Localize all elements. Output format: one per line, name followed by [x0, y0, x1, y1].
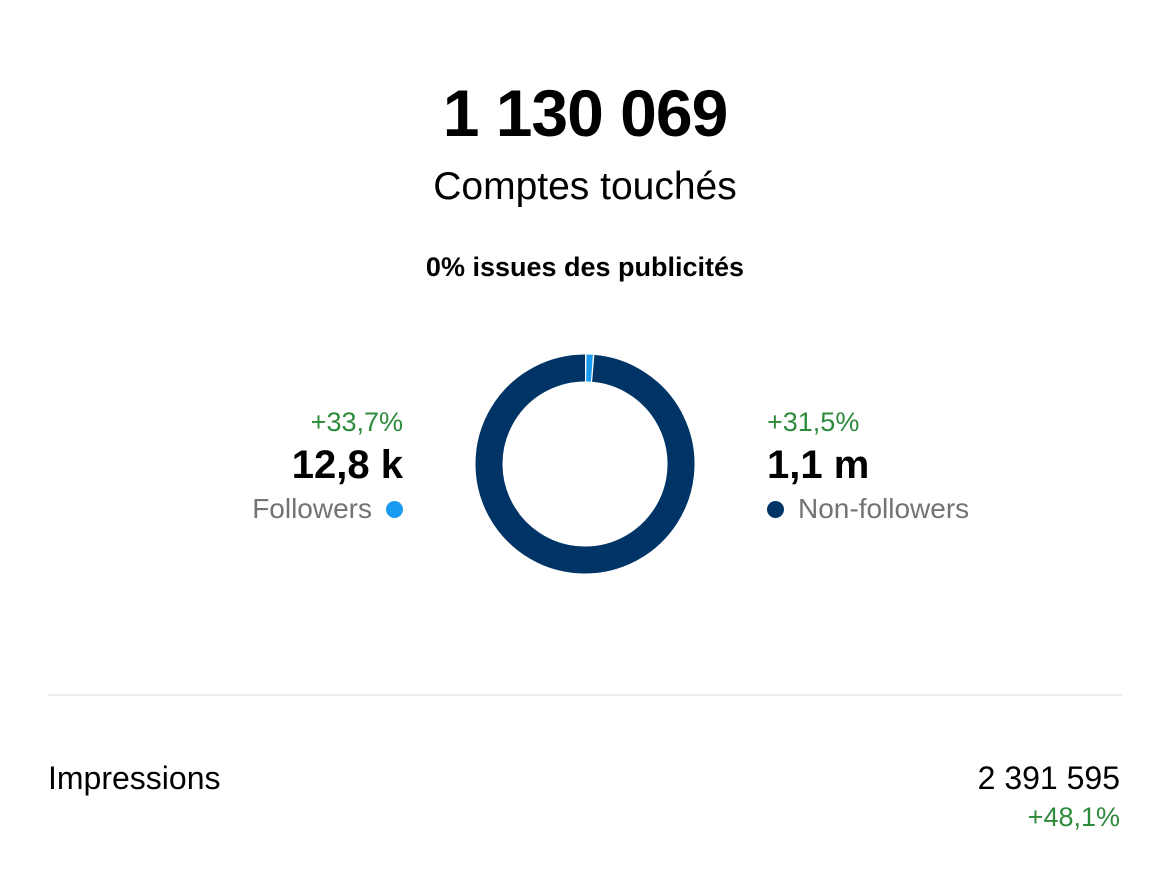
followers-legend-dot — [386, 500, 403, 518]
followers-stat: +33,7% 12,8 k Followers — [252, 404, 403, 528]
impressions-label: Impressions — [48, 760, 221, 796]
reach-donut-chart — [475, 354, 695, 574]
non-followers-legend: Non-followers — [767, 490, 969, 528]
accounts-reached-total: 1 130 069 — [442, 76, 729, 150]
followers-delta: +33,7% — [310, 407, 403, 437]
non-followers-legend-label: Non-followers — [798, 493, 970, 524]
impressions-delta: +48,1% — [1027, 802, 1120, 832]
non-followers-delta: +31,5% — [767, 407, 860, 437]
non-followers-stat: +31,5% 1,1 m Non-followers — [767, 404, 969, 528]
followers-legend: Followers — [252, 490, 403, 528]
followers-legend-label: Followers — [252, 493, 372, 524]
ads-share-note: 0% issues des publicités — [425, 252, 745, 282]
section-divider — [48, 694, 1122, 696]
non-followers-value: 1,1 m — [767, 443, 870, 487]
impressions-value: 2 391 595 — [977, 760, 1120, 796]
donut-slice-non-followers — [475, 354, 695, 574]
accounts-reached-label: Comptes touchés — [433, 165, 737, 208]
non-followers-legend-dot — [767, 500, 784, 518]
followers-value: 12,8 k — [291, 443, 403, 487]
